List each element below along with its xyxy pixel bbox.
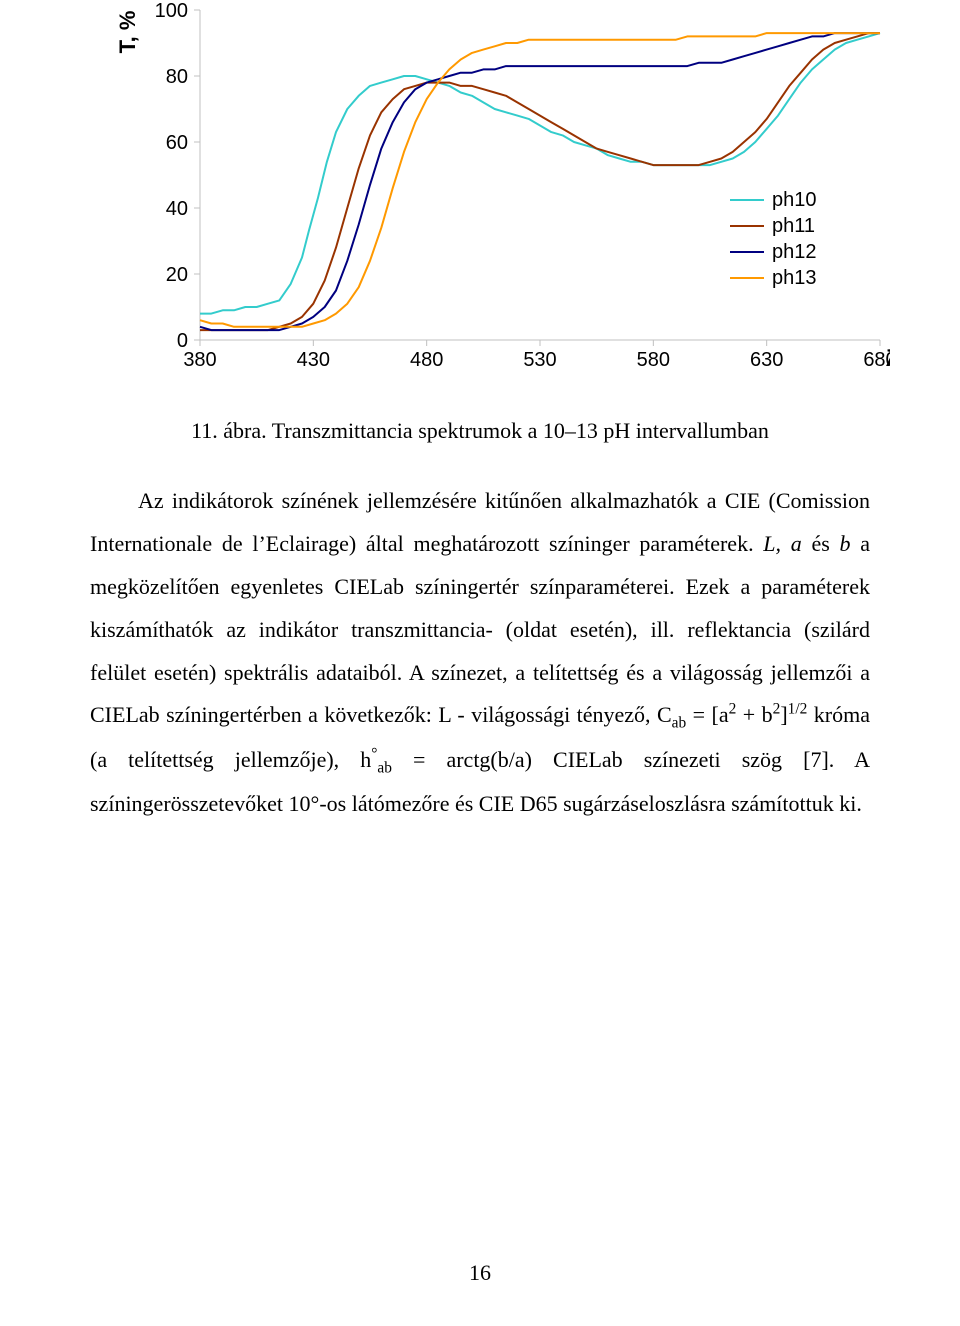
p1-e: a megközelítően egyenletes CIELab színin… [90,531,870,728]
svg-text:580: 580 [637,349,670,370]
svg-text:T, %: T, % [115,11,140,54]
svg-text:20: 20 [166,264,188,286]
caption-prefix: 11. ábra. [191,418,272,443]
svg-text:ph12: ph12 [772,241,817,263]
transmittance-chart: 020406080100380430480530580630680T, %λ, … [90,0,870,400]
svg-text:ph10: ph10 [772,189,817,211]
svg-text:40: 40 [166,198,188,220]
svg-text:100: 100 [155,0,188,22]
svg-text:630: 630 [750,349,783,370]
svg-text:530: 530 [523,349,556,370]
p1-sub-ab-1: ab [672,715,687,732]
svg-text:ph13: ph13 [772,267,817,289]
p1-c: és [811,531,839,556]
svg-text:480: 480 [410,349,443,370]
svg-text:80: 80 [166,66,188,88]
p1-g: + b [736,702,772,727]
svg-text:380: 380 [183,349,216,370]
p1-sub-ab-2: ab [377,759,392,776]
page-number: 16 [0,1260,960,1286]
p1-d: b [840,531,861,556]
caption-text: Transzmittancia spektrumok a 10–13 pH in… [272,418,769,443]
chart-svg: 020406080100380430480530580630680T, %λ, … [90,0,890,370]
body-paragraph: Az indikátorok színének jellemzésére kit… [90,480,870,826]
p1-a: Az indikátorok színének jellemzésére kit… [90,488,870,556]
svg-text:λ, nm: λ, nm [886,346,890,370]
p1-f: = [a [686,702,728,727]
svg-text:430: 430 [297,349,330,370]
p1-b: L, a [763,531,811,556]
p1-suphalf: 1/2 [788,701,808,718]
figure-caption: 11. ábra. Transzmittancia spektrumok a 1… [90,418,870,444]
svg-text:60: 60 [166,132,188,154]
p1-h: ] [780,702,787,727]
svg-text:ph11: ph11 [772,215,815,237]
